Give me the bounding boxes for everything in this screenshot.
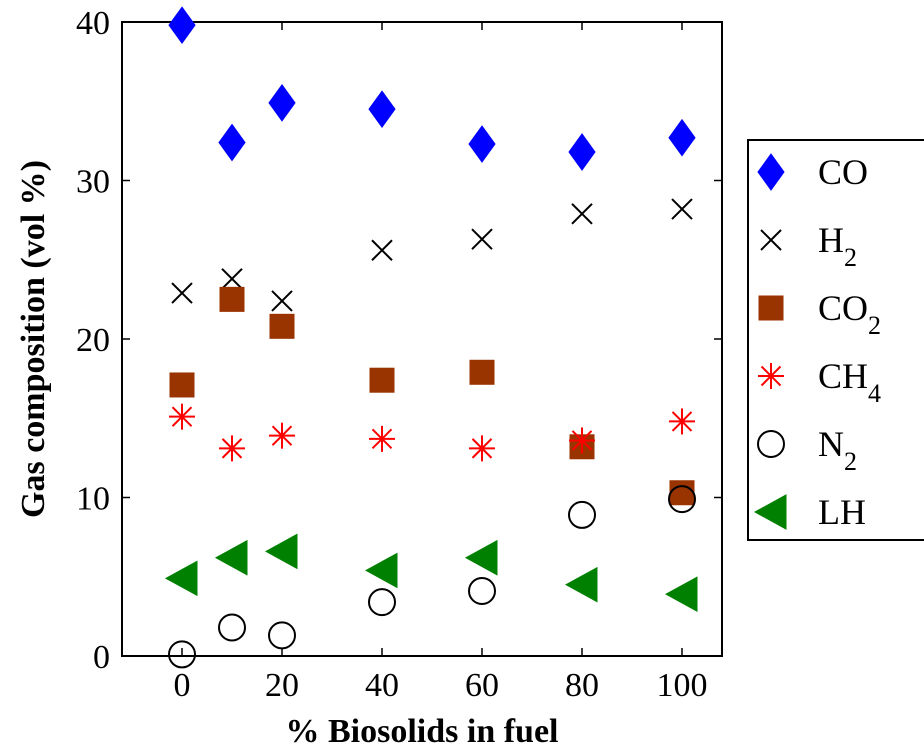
marker-n2-point [218,613,246,642]
legend-label-n2: N2 [818,424,857,476]
y-tick-label: 10 [76,481,110,518]
marker-ch4-point [269,422,295,449]
marker-h2-point [371,239,393,261]
marker-co-point [268,83,296,122]
marker-h2-point [221,268,243,290]
x-axis-label: % Biosolids in fuel [285,713,558,750]
marker-lh-point [364,552,398,589]
legend-label-h2: H2 [818,220,857,272]
marker-h2-point [571,203,593,225]
marker-co2-point [219,286,245,312]
marker-ch4-point [469,435,495,462]
marker-n2-point [468,577,496,606]
marker-ch4-point [669,408,695,435]
y-tick-label: 20 [76,322,110,359]
plot-area [121,21,723,657]
marker-lh-point [564,566,598,603]
x-tick-label: 100 [657,667,708,704]
marker-n2-point [568,500,596,529]
marker-co-point [368,90,396,129]
legend: CO H2 CO2 CH4 N2 LH [747,139,924,541]
marker-co2-point [669,480,695,506]
axis-ticks [122,21,722,657]
legend-marker-co2 [758,295,784,321]
legend-marker-ch4 [758,363,784,389]
marker-n2-point [168,640,196,669]
legend-label-ch4: CH4 [818,356,881,408]
marker-co2-point [469,359,495,385]
marker-co-point [468,125,496,163]
x-tick-label: 80 [565,667,599,704]
legend-marker-h2 [760,229,782,251]
marker-ch4-point [169,403,195,430]
marker-co2-point [269,313,295,339]
y-axis-label: Gas composition (vol %) [15,160,52,518]
legend-box [747,139,924,541]
marker-co-point [218,123,246,162]
marker-n2-point [668,485,696,514]
x-tick-label: 60 [465,667,499,704]
marker-co2-point [369,367,395,393]
marker-h2-point [171,282,193,304]
marker-h2-point [471,228,493,250]
legend-label-co: CO [818,152,868,192]
marker-lh-point [264,533,298,570]
marker-lh-point [164,560,198,597]
marker-ch4-point [369,425,395,452]
legend-marker-n2 [757,430,785,458]
legend-label-co2: CO2 [818,288,881,340]
data-markers [164,6,698,669]
marker-co-point [168,6,196,45]
marker-h2-point [271,290,293,312]
x-tick-label: 40 [365,667,399,704]
tick-labels: 0 20 40 60 80 100 0 10 20 30 40 [76,5,708,704]
marker-co-point [568,133,596,171]
y-tick-label: 30 [76,164,110,201]
marker-n2-point [268,621,296,650]
legend-marker-lh [753,494,787,530]
legend-marker-co [757,153,785,191]
x-tick-label: 0 [174,667,191,704]
x-tick-label: 20 [265,667,299,704]
marker-h2-point [671,198,693,220]
marker-lh-point [664,576,698,613]
marker-co2-point [169,372,195,398]
legend-label-lh: LH [818,492,866,532]
y-tick-label: 40 [76,5,110,42]
marker-co-point [668,118,696,157]
marker-ch4-point [569,427,595,454]
marker-lh-point [464,539,498,576]
y-tick-label: 0 [93,639,110,676]
marker-ch4-point [219,435,245,462]
marker-n2-point [368,588,396,617]
marker-lh-point [214,539,248,576]
